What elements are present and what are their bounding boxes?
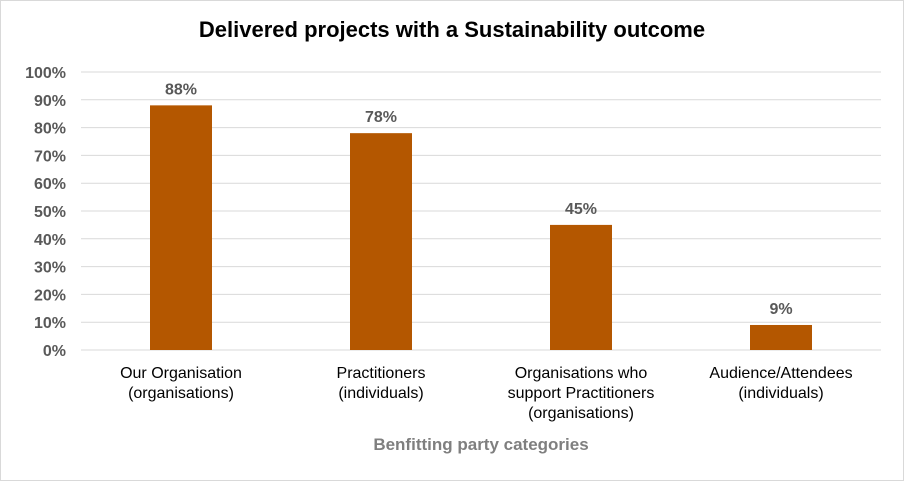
y-tick-label: 10% — [34, 315, 66, 332]
bar — [550, 224, 612, 350]
y-tick-label: 50% — [34, 204, 66, 221]
category-label: Practitioners — [337, 365, 426, 382]
y-tick-label: 0% — [43, 343, 66, 360]
y-axis-ticks: 0% 10% 20% 30% 40% 50% 60% 70% 80% 90% 100% — [25, 65, 66, 360]
bars — [150, 105, 812, 350]
bar — [150, 105, 212, 350]
x-axis-categories: Our Organisation (organisations) Practitio… — [120, 365, 853, 422]
category-label: Our Organisation — [120, 365, 242, 382]
data-label: 45% — [565, 201, 597, 218]
data-label: 78% — [365, 109, 397, 126]
category-label: (individuals) — [338, 385, 423, 402]
category-label: (organisations) — [528, 405, 634, 422]
chart-title: Delivered projects with a Sustainability… — [198, 17, 706, 42]
bar — [350, 133, 412, 350]
y-tick-label: 70% — [34, 148, 66, 165]
category-label: (individuals) — [738, 385, 823, 402]
bar — [750, 324, 812, 350]
y-tick-label: 60% — [34, 176, 66, 193]
category-label: Audience/Attendees — [709, 365, 852, 382]
y-tick-label: 100% — [25, 65, 66, 82]
y-tick-label: 90% — [34, 93, 66, 110]
category-label: Organisations who — [515, 365, 648, 382]
data-labels: 88% 78% 45% 9% — [165, 81, 793, 318]
data-label: 88% — [165, 81, 197, 98]
y-tick-label: 30% — [34, 260, 66, 277]
x-axis-title: Benfitting party categories — [373, 435, 588, 454]
y-tick-label: 40% — [34, 232, 66, 249]
y-tick-label: 80% — [34, 121, 66, 138]
gridlines — [81, 71, 881, 351]
data-label: 9% — [769, 301, 792, 318]
category-label: support Practitioners — [508, 385, 655, 402]
category-label: (organisations) — [128, 385, 234, 402]
y-tick-label: 20% — [34, 287, 66, 304]
